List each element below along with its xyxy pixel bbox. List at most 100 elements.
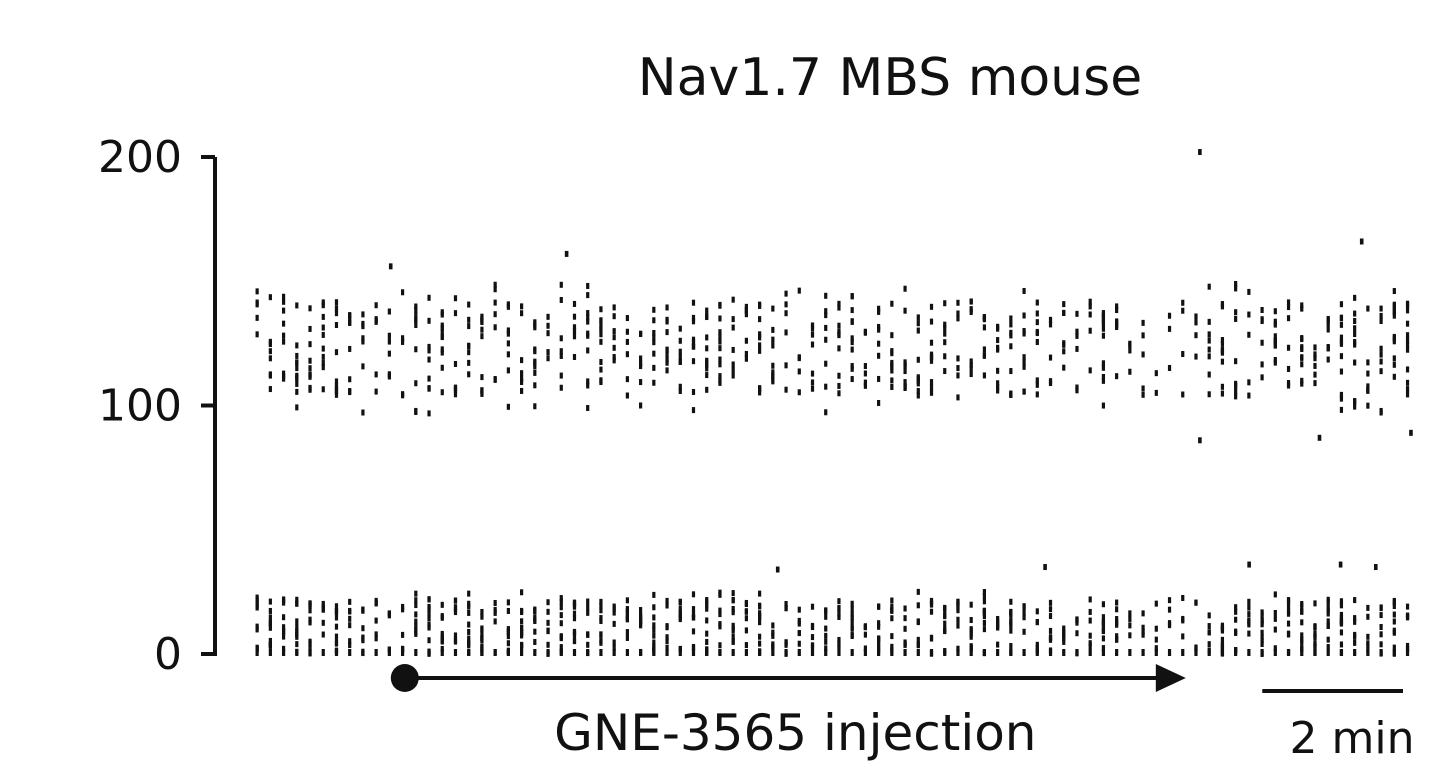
spike-dot [665,359,669,366]
spike-dot [348,376,352,383]
spike-dot [996,337,1000,344]
spike-dot [599,306,603,313]
spike-dot [1339,406,1344,413]
spike-dot [1286,304,1291,311]
spike-dot [1194,332,1198,339]
spike-dot [480,613,484,620]
spike-dot [837,636,841,643]
spike-dot [1405,301,1410,308]
spike-dot [559,598,563,605]
spike-dot [1220,358,1225,365]
spike-dot [652,632,656,639]
spike-dot [1313,630,1317,637]
spike-dot [295,641,299,648]
spike-dot [334,640,339,647]
spike-dot [665,602,669,609]
spike-dot [996,367,1000,374]
spike-dot [903,382,907,389]
spike-dot [758,331,762,338]
spike-dot [969,643,973,650]
spike-dot [652,626,656,633]
spike-dot [281,596,286,603]
spike-dot [308,365,312,372]
spike-dot [599,607,603,614]
spike-dot [559,384,563,391]
spike-dot [255,623,259,630]
spike-dot [890,649,894,656]
spike-dot [784,310,788,317]
spike-dot [1234,388,1238,395]
spike-dot [982,372,987,379]
spike-dot [639,402,643,409]
spike-dot [1300,380,1304,387]
spike-dot [480,643,484,650]
spike-dot [639,612,643,619]
spike-dot [295,388,299,395]
spike-dot [771,649,775,656]
outlier-dot [1198,149,1202,156]
spike-dot [1048,649,1053,656]
chart-title: Nav1.7 MBS mouse [638,48,1142,108]
spike-dot [480,625,484,632]
spike-dot [943,321,947,328]
spike-dot [348,598,352,605]
spike-dot [705,605,709,612]
spike-dot [797,630,801,637]
spike-dot [771,622,775,629]
spike-dot [718,356,722,363]
spike-dot [1339,301,1344,308]
spike-dot [414,306,418,313]
spike-dot [890,633,894,640]
spike-dot [467,590,471,597]
spike-dot [863,382,867,389]
spike-dot [572,324,577,331]
spike-dot [877,623,881,630]
spike-dot [1300,608,1304,615]
spike-dot [1286,365,1291,372]
spike-dot [1062,631,1066,638]
spike-dot [1022,359,1026,366]
spike-dot [1048,378,1053,385]
spike-dot [1339,353,1344,360]
spike-dot [1273,321,1277,328]
spike-dot [586,378,590,385]
spike-dot [1286,380,1291,387]
spike-dot [1313,624,1317,631]
spike-dot [1339,602,1344,609]
spike-dot [400,338,405,345]
spike-dot [414,316,418,323]
spike-dot [1062,649,1066,656]
spike-dot [1326,636,1330,643]
spike-dot [837,598,841,605]
spike-dot [1141,610,1145,617]
spike-dot [1167,597,1172,604]
spike-dot [1353,633,1357,640]
spike-dot [480,313,484,320]
spike-dot [440,613,444,620]
spike-dot [1286,649,1291,656]
spike-dot [744,306,748,313]
spike-dot [824,360,828,367]
spike-dot [718,338,722,345]
spike-dot [850,363,854,370]
spike-dot [1326,317,1330,324]
spike-dot [1207,283,1211,290]
spike-dot [295,302,299,309]
spike-dot [586,609,590,616]
spike-dot [877,640,881,647]
spike-dot [255,299,259,306]
spike-dot [506,327,510,334]
spike-dot [321,313,325,320]
spike-dot [1115,649,1119,656]
spike-dot [1220,636,1225,643]
spike-dot [996,620,1000,627]
spike-dot [440,649,444,656]
spike-dot [982,598,987,605]
spike-dot [1035,644,1039,651]
spike-dot [1366,604,1370,611]
spike-dot [837,328,841,335]
spike-dot [1234,285,1238,292]
spike-dot [480,649,484,656]
spike-dot [1115,319,1119,326]
spike-dot [1379,605,1383,612]
